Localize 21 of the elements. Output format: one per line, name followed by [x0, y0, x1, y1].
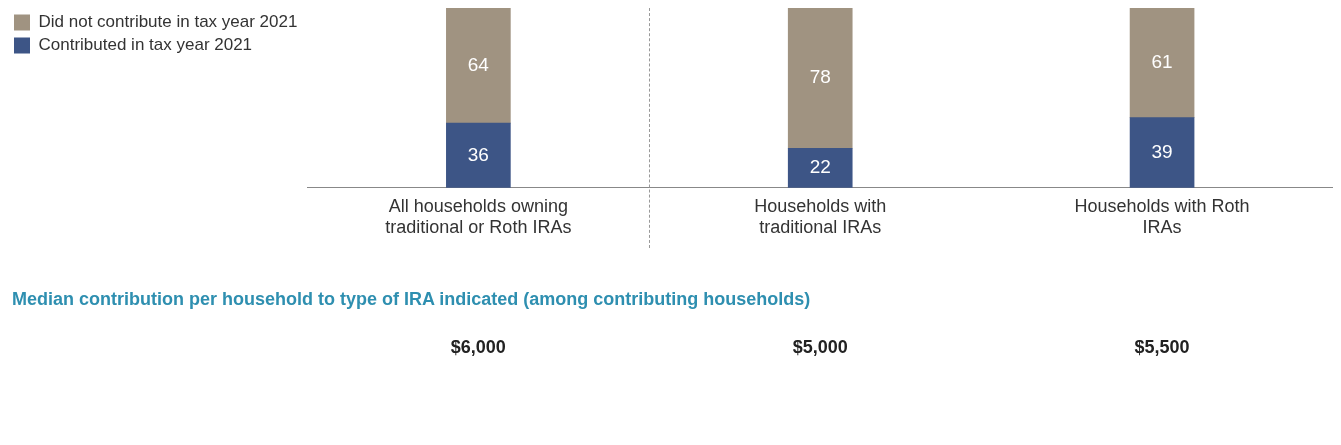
data-label: 61: [1151, 51, 1173, 73]
data-label: 22: [809, 156, 831, 178]
bar: [446, 122, 511, 188]
x-tick-label: Households with Roth IRAs: [1074, 195, 1250, 238]
text: $5,000: [792, 336, 848, 357]
data-label: 39: [1151, 140, 1173, 162]
data-label: 78: [809, 66, 831, 88]
x-tick-label: All households owning traditional or Roth IRAs: [385, 195, 572, 238]
legend-label: Did not contribute in tax year 2021: [38, 12, 298, 32]
legend-label: Contributed in tax year 2021: [38, 35, 253, 55]
x-tick-label: Households with traditional IRAs: [754, 195, 887, 238]
text: Median contribution per household to type of IRA indicated (among contributing households): [12, 288, 811, 309]
bar: [787, 8, 853, 149]
bar: [787, 147, 853, 188]
bar: [1129, 117, 1195, 188]
data-label: 64: [467, 53, 490, 75]
bar: [1129, 8, 1195, 119]
text: $6,000: [450, 336, 506, 357]
text: $5,500: [1134, 336, 1190, 357]
bar: [446, 8, 511, 124]
data-label: 36: [467, 143, 489, 165]
